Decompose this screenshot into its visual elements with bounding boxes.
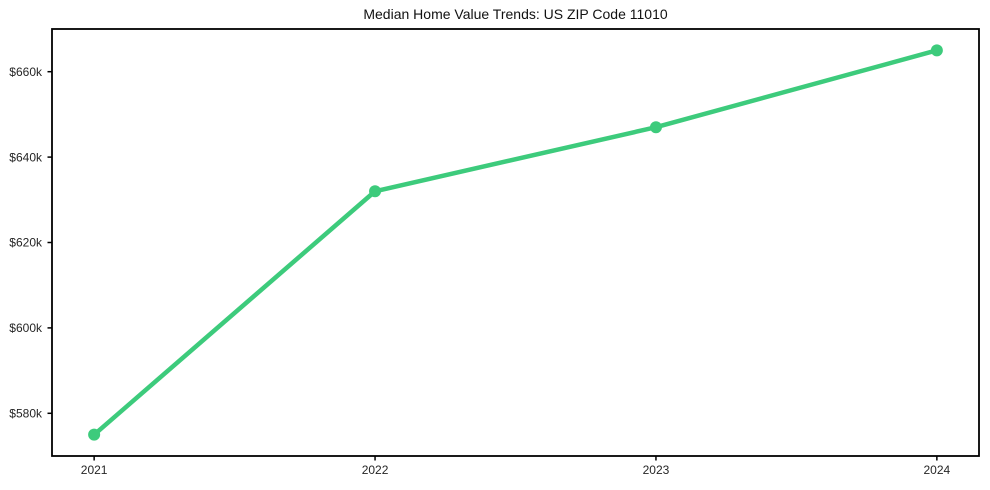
data-point-marker bbox=[88, 428, 101, 441]
data-point-marker bbox=[369, 185, 382, 198]
y-tick-label: $600k bbox=[9, 321, 43, 335]
x-tick-label: 2023 bbox=[643, 463, 670, 477]
y-tick-label: $620k bbox=[9, 236, 43, 250]
data-point-marker bbox=[930, 44, 943, 57]
x-tick-label: 2021 bbox=[81, 463, 108, 477]
y-tick-label: $580k bbox=[9, 407, 43, 421]
trend-line bbox=[91, 48, 940, 437]
plot-border bbox=[51, 28, 980, 457]
y-tick-label: $640k bbox=[9, 150, 43, 164]
y-tick-label: $660k bbox=[9, 65, 43, 79]
x-tick-label: 2022 bbox=[362, 463, 389, 477]
chart-title: Median Home Value Trends: US ZIP Code 11… bbox=[363, 6, 668, 22]
x-tick-label: 2024 bbox=[924, 463, 951, 477]
data-point-marker bbox=[649, 121, 662, 134]
